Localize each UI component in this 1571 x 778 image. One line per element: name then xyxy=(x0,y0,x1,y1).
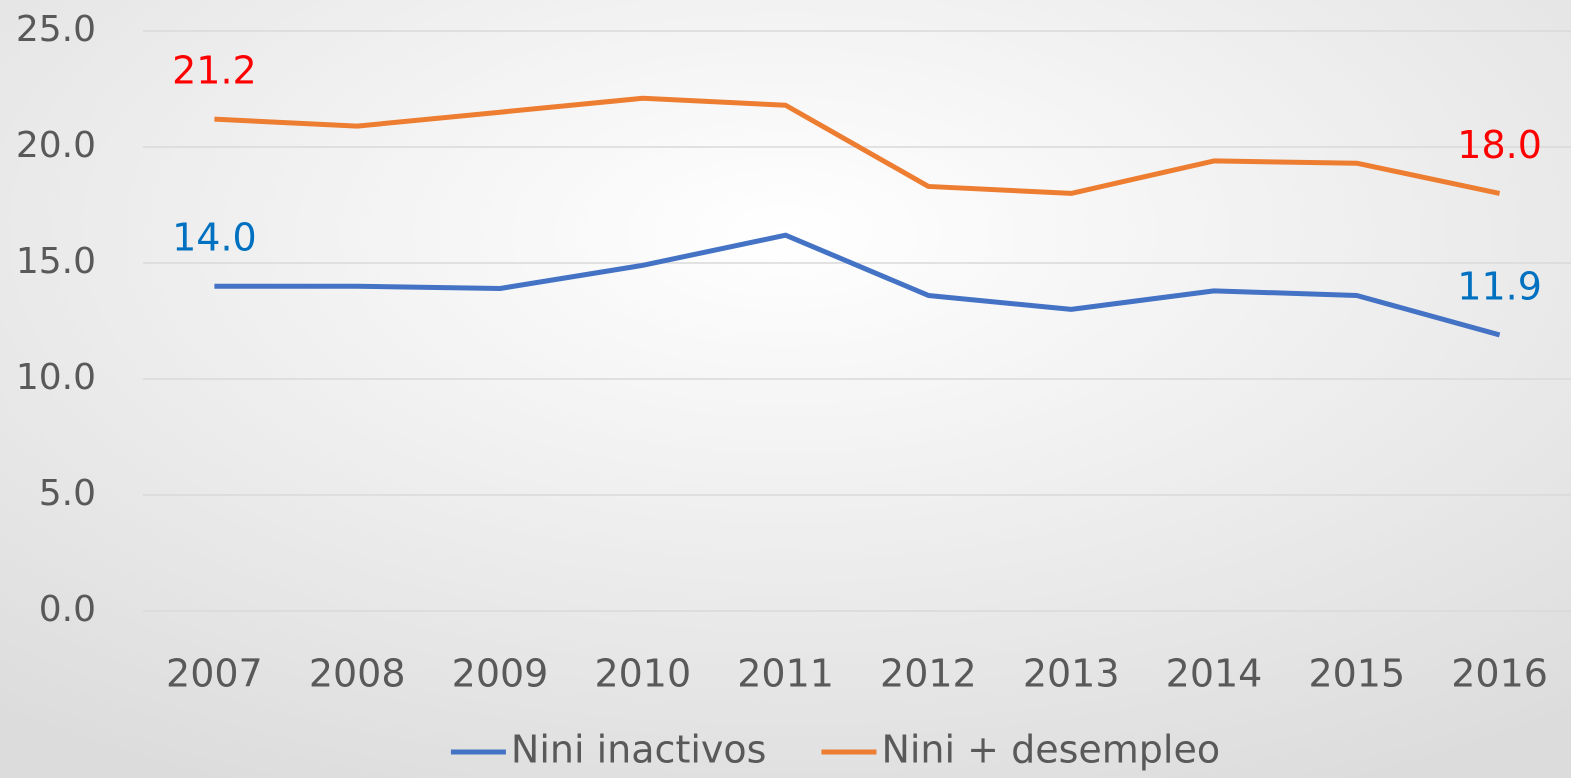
y-tick-label: 0.0 xyxy=(39,589,96,630)
data-label: 18.0 xyxy=(1457,123,1542,167)
data-label: 14.0 xyxy=(172,216,257,260)
x-tick-label: 2010 xyxy=(594,652,691,696)
x-tick-label: 2014 xyxy=(1166,652,1263,696)
x-tick-label: 2007 xyxy=(166,652,263,696)
series-line xyxy=(214,232,1501,338)
y-tick-label: 25.0 xyxy=(16,9,96,50)
legend-label: Nini + desempleo xyxy=(881,728,1220,772)
y-tick-label: 10.0 xyxy=(16,357,96,398)
x-tick-label: 2013 xyxy=(1023,652,1120,696)
y-tick-label: 20.0 xyxy=(16,125,96,166)
y-tick-label: 5.0 xyxy=(39,473,96,514)
y-tick-label: 15.0 xyxy=(16,241,96,282)
data-label: 11.9 xyxy=(1457,264,1542,308)
x-tick-label: 2009 xyxy=(452,652,549,696)
x-tick-label: 2016 xyxy=(1451,652,1548,696)
x-tick-label: 2008 xyxy=(309,652,406,696)
data-label: 21.2 xyxy=(172,49,257,93)
legend-label: Nini inactivos xyxy=(511,728,767,772)
x-tick-label: 2011 xyxy=(737,652,834,696)
x-tick-label: 2012 xyxy=(880,652,977,696)
x-tick-label: 2015 xyxy=(1308,652,1405,696)
series-line xyxy=(214,95,1501,196)
